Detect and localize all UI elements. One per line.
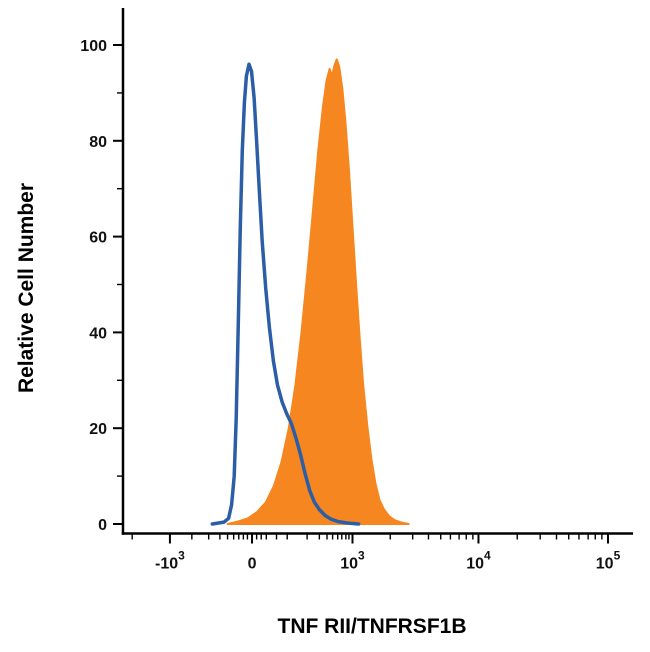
y-axis-tick-label: 0 [98, 517, 107, 534]
y-axis-title: Relative Cell Number [15, 182, 38, 394]
x-axis-title: TNF RII/TNFRSF1B [277, 615, 467, 638]
blue-open-curve [210, 62, 361, 526]
x-axis-tick-label: -103 [155, 549, 185, 573]
orange-filled-curve [226, 58, 410, 525]
y-axis-tick-label: 80 [89, 134, 107, 151]
y-axis-tick-label: 100 [80, 38, 107, 55]
y-axis-tick-label: 20 [89, 421, 107, 438]
x-axis-tick-label: 0 [248, 556, 257, 573]
x-axis-tick-label: 103 [340, 549, 365, 573]
x-axis-tick-label: 105 [596, 549, 621, 573]
y-axis-tick-label: 40 [89, 325, 107, 342]
x-axis-tick-label: 104 [466, 549, 491, 573]
y-axis-tick-label: 60 [89, 230, 107, 247]
